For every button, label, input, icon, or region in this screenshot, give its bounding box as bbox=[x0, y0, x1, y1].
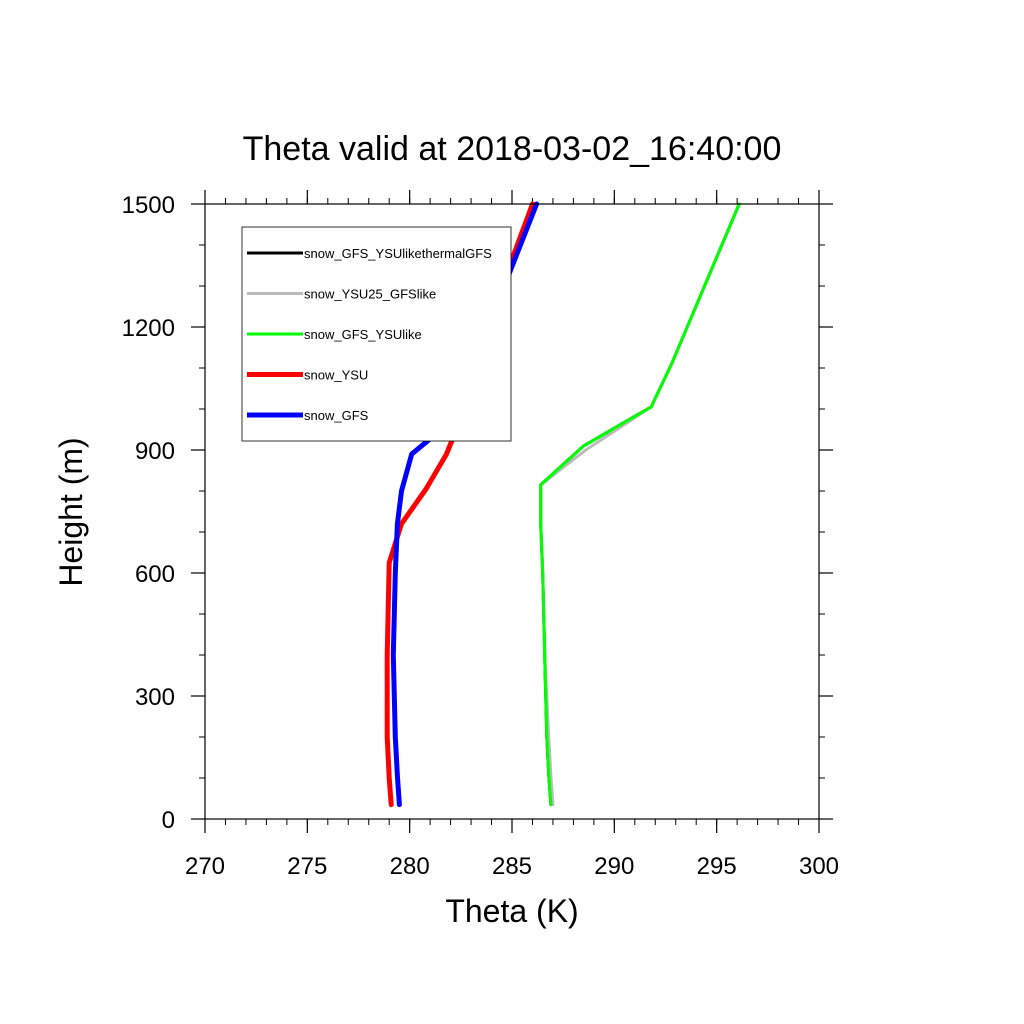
y-tick-label: 0 bbox=[162, 807, 175, 834]
legend: snow_GFS_YSUlikethermalGFS snow_YSU25_GFS… bbox=[241, 226, 512, 442]
legend-label: snow_GFS bbox=[304, 408, 369, 423]
axis-ticks: 270 275 280 285 290 295 300 0 300 600 900 1200 1500 bbox=[122, 190, 839, 880]
legend-label: snow_GFS_YSUlikethermalGFS bbox=[304, 246, 492, 261]
plot-frame bbox=[204, 203, 820, 820]
x-tick-label: 270 bbox=[185, 853, 225, 880]
y-axis-label: Height (m) bbox=[53, 437, 89, 586]
legend-label: snow_GFS_YSUlike bbox=[304, 327, 422, 342]
legend-label: snow_YSU bbox=[304, 368, 368, 383]
y-tick-label: 600 bbox=[135, 561, 175, 588]
series-line bbox=[539, 202, 741, 807]
x-tick-label: 280 bbox=[390, 853, 430, 880]
x-axis-label: Theta (K) bbox=[445, 893, 578, 929]
y-tick-label: 1500 bbox=[122, 192, 175, 219]
series-line bbox=[539, 202, 741, 807]
x-tick-label: 275 bbox=[287, 853, 327, 880]
chart-title: Theta valid at 2018-03-02_16:40:00 bbox=[243, 130, 782, 168]
y-tick-label: 900 bbox=[135, 438, 175, 465]
x-tick-label: 290 bbox=[594, 853, 634, 880]
series-line bbox=[539, 202, 741, 807]
y-tick-label: 300 bbox=[135, 684, 175, 711]
x-tick-label: 295 bbox=[697, 853, 737, 880]
legend-label: snow_YSU25_GFSlike bbox=[304, 287, 436, 302]
x-tick-label: 285 bbox=[492, 853, 532, 880]
x-tick-label: 300 bbox=[799, 853, 839, 880]
y-tick-label: 1200 bbox=[122, 315, 175, 342]
